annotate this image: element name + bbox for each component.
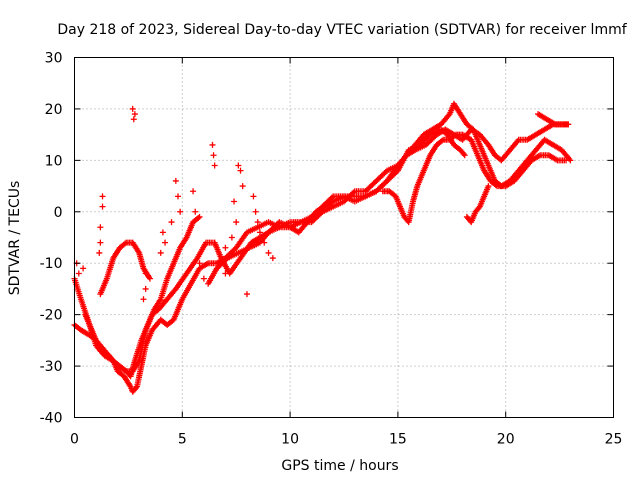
data-point [131, 111, 138, 118]
data-point [254, 219, 261, 226]
data-point [132, 384, 139, 391]
data-point [121, 240, 128, 247]
data-point [492, 182, 499, 189]
data-point [190, 188, 197, 195]
data-point [243, 291, 250, 298]
x-tick-labels: 0 5 10 15 20 25 [70, 432, 622, 448]
data-point [209, 141, 216, 148]
data-point [485, 183, 492, 190]
data-point [239, 183, 246, 190]
data-point [563, 157, 570, 164]
y-tick-labels: -40 -30 -20 -10 0 10 20 30 [40, 51, 63, 427]
y-tick-label: -30 [40, 359, 63, 375]
data-point [222, 244, 229, 251]
data-point [130, 116, 137, 123]
data-point [475, 204, 482, 211]
plot-frame [74, 57, 614, 418]
data-point [162, 239, 169, 246]
data-point [80, 265, 87, 272]
data-point [177, 208, 184, 215]
data-point [196, 260, 203, 267]
axis-ticks [74, 57, 614, 418]
data-point [196, 213, 203, 220]
y-tick-label: 0 [54, 205, 63, 221]
y-tick-label: 20 [45, 102, 63, 118]
data-point [350, 189, 357, 196]
x-tick-label: 10 [281, 432, 299, 448]
data-point [172, 177, 179, 184]
data-point [157, 249, 164, 256]
y-tick-label: -20 [40, 308, 63, 324]
data-point [97, 239, 104, 246]
data-point [142, 270, 149, 277]
data-point [460, 150, 467, 157]
x-axis-label: GPS time / hours [281, 458, 398, 474]
data-point [318, 210, 325, 217]
data-point [195, 214, 202, 221]
data-point [222, 270, 229, 277]
x-tick-label: 0 [70, 432, 79, 448]
grid [74, 57, 614, 418]
y-tick-label: 30 [45, 51, 63, 67]
data-point [75, 270, 82, 277]
data-point [210, 152, 217, 159]
data-point [223, 256, 230, 263]
data-point [233, 219, 240, 226]
data-point [159, 229, 166, 236]
data-point [187, 224, 194, 231]
data-point [99, 203, 106, 210]
data-point [142, 285, 149, 292]
data-point [565, 121, 572, 128]
data-point [231, 198, 238, 205]
data-point [228, 234, 235, 241]
data-point [146, 275, 153, 282]
x-tick-label: 25 [605, 432, 623, 448]
data-point [438, 137, 445, 144]
data-point [461, 152, 468, 159]
x-tick-label: 15 [389, 432, 407, 448]
data-point [129, 105, 136, 112]
data-point [235, 162, 242, 169]
data-point [174, 193, 181, 200]
x-tick-label: 5 [178, 432, 187, 448]
data-point [140, 296, 147, 303]
y-tick-label: -10 [40, 256, 63, 272]
y-tick-label: -40 [40, 411, 63, 427]
data-point [265, 249, 272, 256]
data-point [192, 208, 199, 215]
data-point [211, 162, 218, 169]
x-tick-label: 20 [497, 432, 515, 448]
data-point [382, 168, 389, 175]
data-point [451, 132, 458, 139]
data-point [168, 219, 175, 226]
y-tick-label: 10 [45, 153, 63, 169]
data-point [237, 167, 244, 174]
data-point [96, 249, 103, 256]
data-point [269, 255, 276, 262]
chart-title: Day 218 of 2023, Sidereal Day-to-day VTE… [57, 22, 627, 38]
data-point [99, 193, 106, 200]
data-point [97, 224, 104, 231]
data-point [252, 208, 259, 215]
data-point [256, 229, 263, 236]
y-axis-label: SDTVAR / TECUs [7, 181, 23, 296]
data-point [200, 275, 207, 282]
data-marks [71, 100, 574, 395]
data-point [250, 193, 257, 200]
data-point [261, 239, 268, 246]
